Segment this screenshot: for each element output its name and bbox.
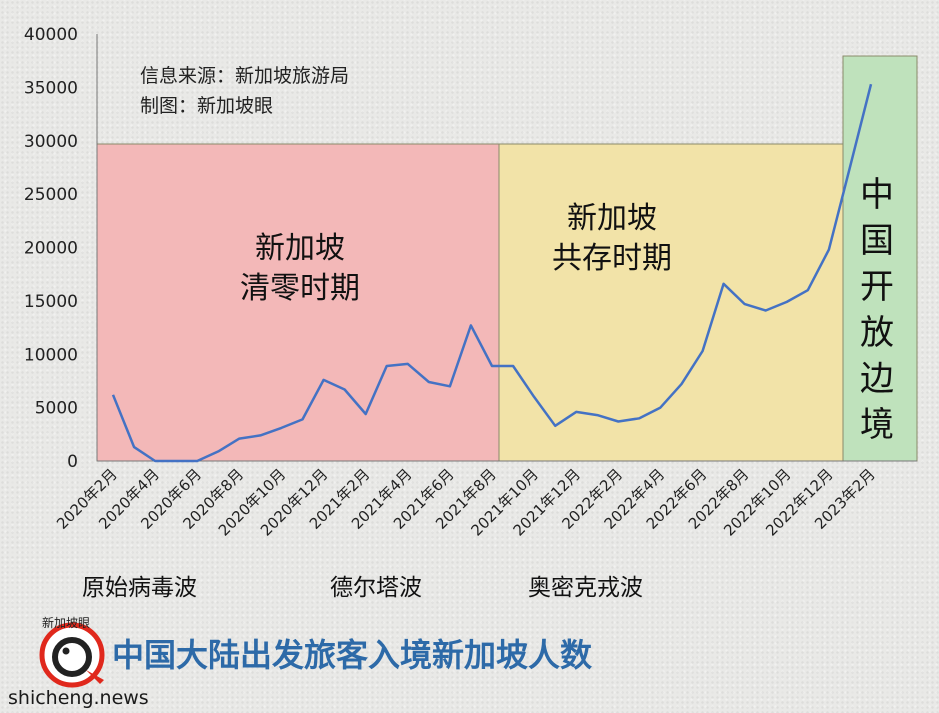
zone-label-2-line-1: 国 — [860, 221, 894, 261]
y-tick-label: 25000 — [24, 185, 78, 205]
zone-band-1 — [498, 143, 844, 462]
source-note-line1: 信息来源：新加坡旅游局 — [140, 65, 349, 87]
y-tick-label: 40000 — [24, 25, 78, 45]
y-axis: 0 5000 10000 15000 20000 25000 30000 35000 40000 — [24, 25, 98, 472]
wave-label-original: 原始病毒波 — [82, 575, 197, 601]
y-tick-label: 0 — [67, 452, 78, 472]
x-axis: 2020年2月2020年4月2020年6月2020年8月2020年10月2020… — [53, 460, 917, 540]
y-tick-label: 15000 — [24, 292, 78, 312]
zone-band-0 — [96, 143, 500, 462]
magnifier-icon — [86, 670, 104, 684]
y-tick-label: 20000 — [24, 239, 78, 259]
chart-title: 中国大陆出发旅客入境新加坡人数 — [112, 636, 593, 674]
y-tick-label: 5000 — [35, 399, 78, 419]
zone-label-2-line-4: 边 — [860, 359, 894, 399]
watermark: shicheng.news — [8, 687, 149, 709]
zone-label-1-line-0: 新加坡 — [567, 201, 657, 236]
zone-label-2-line-3: 放 — [860, 313, 894, 353]
eye-icon — [62, 647, 70, 655]
series-line — [111, 83, 873, 463]
y-tick-label: 35000 — [24, 78, 78, 98]
logo: 新加坡眼 — [39, 615, 105, 688]
y-tick-label: 30000 — [24, 132, 78, 152]
zone-label-0-line-0: 新加坡 — [255, 231, 345, 266]
zone-label-2-line-2: 开 — [860, 267, 894, 307]
logo-text: 新加坡眼 — [42, 615, 90, 630]
wave-label-delta: 德尔塔波 — [330, 575, 422, 601]
zone-label-0-line-1: 清零时期 — [240, 271, 360, 306]
zone-band-2 — [842, 55, 918, 462]
wave-label-omicron: 奥密克戎波 — [528, 575, 643, 601]
zones-layer — [96, 55, 918, 462]
zone-label-2-line-5: 境 — [860, 405, 894, 445]
source-note-line2: 制图：新加坡眼 — [140, 95, 273, 117]
y-tick-label: 10000 — [24, 345, 78, 365]
zone-label-1-line-1: 共存时期 — [552, 241, 672, 276]
zone-label-2-line-0: 中 — [860, 175, 894, 215]
